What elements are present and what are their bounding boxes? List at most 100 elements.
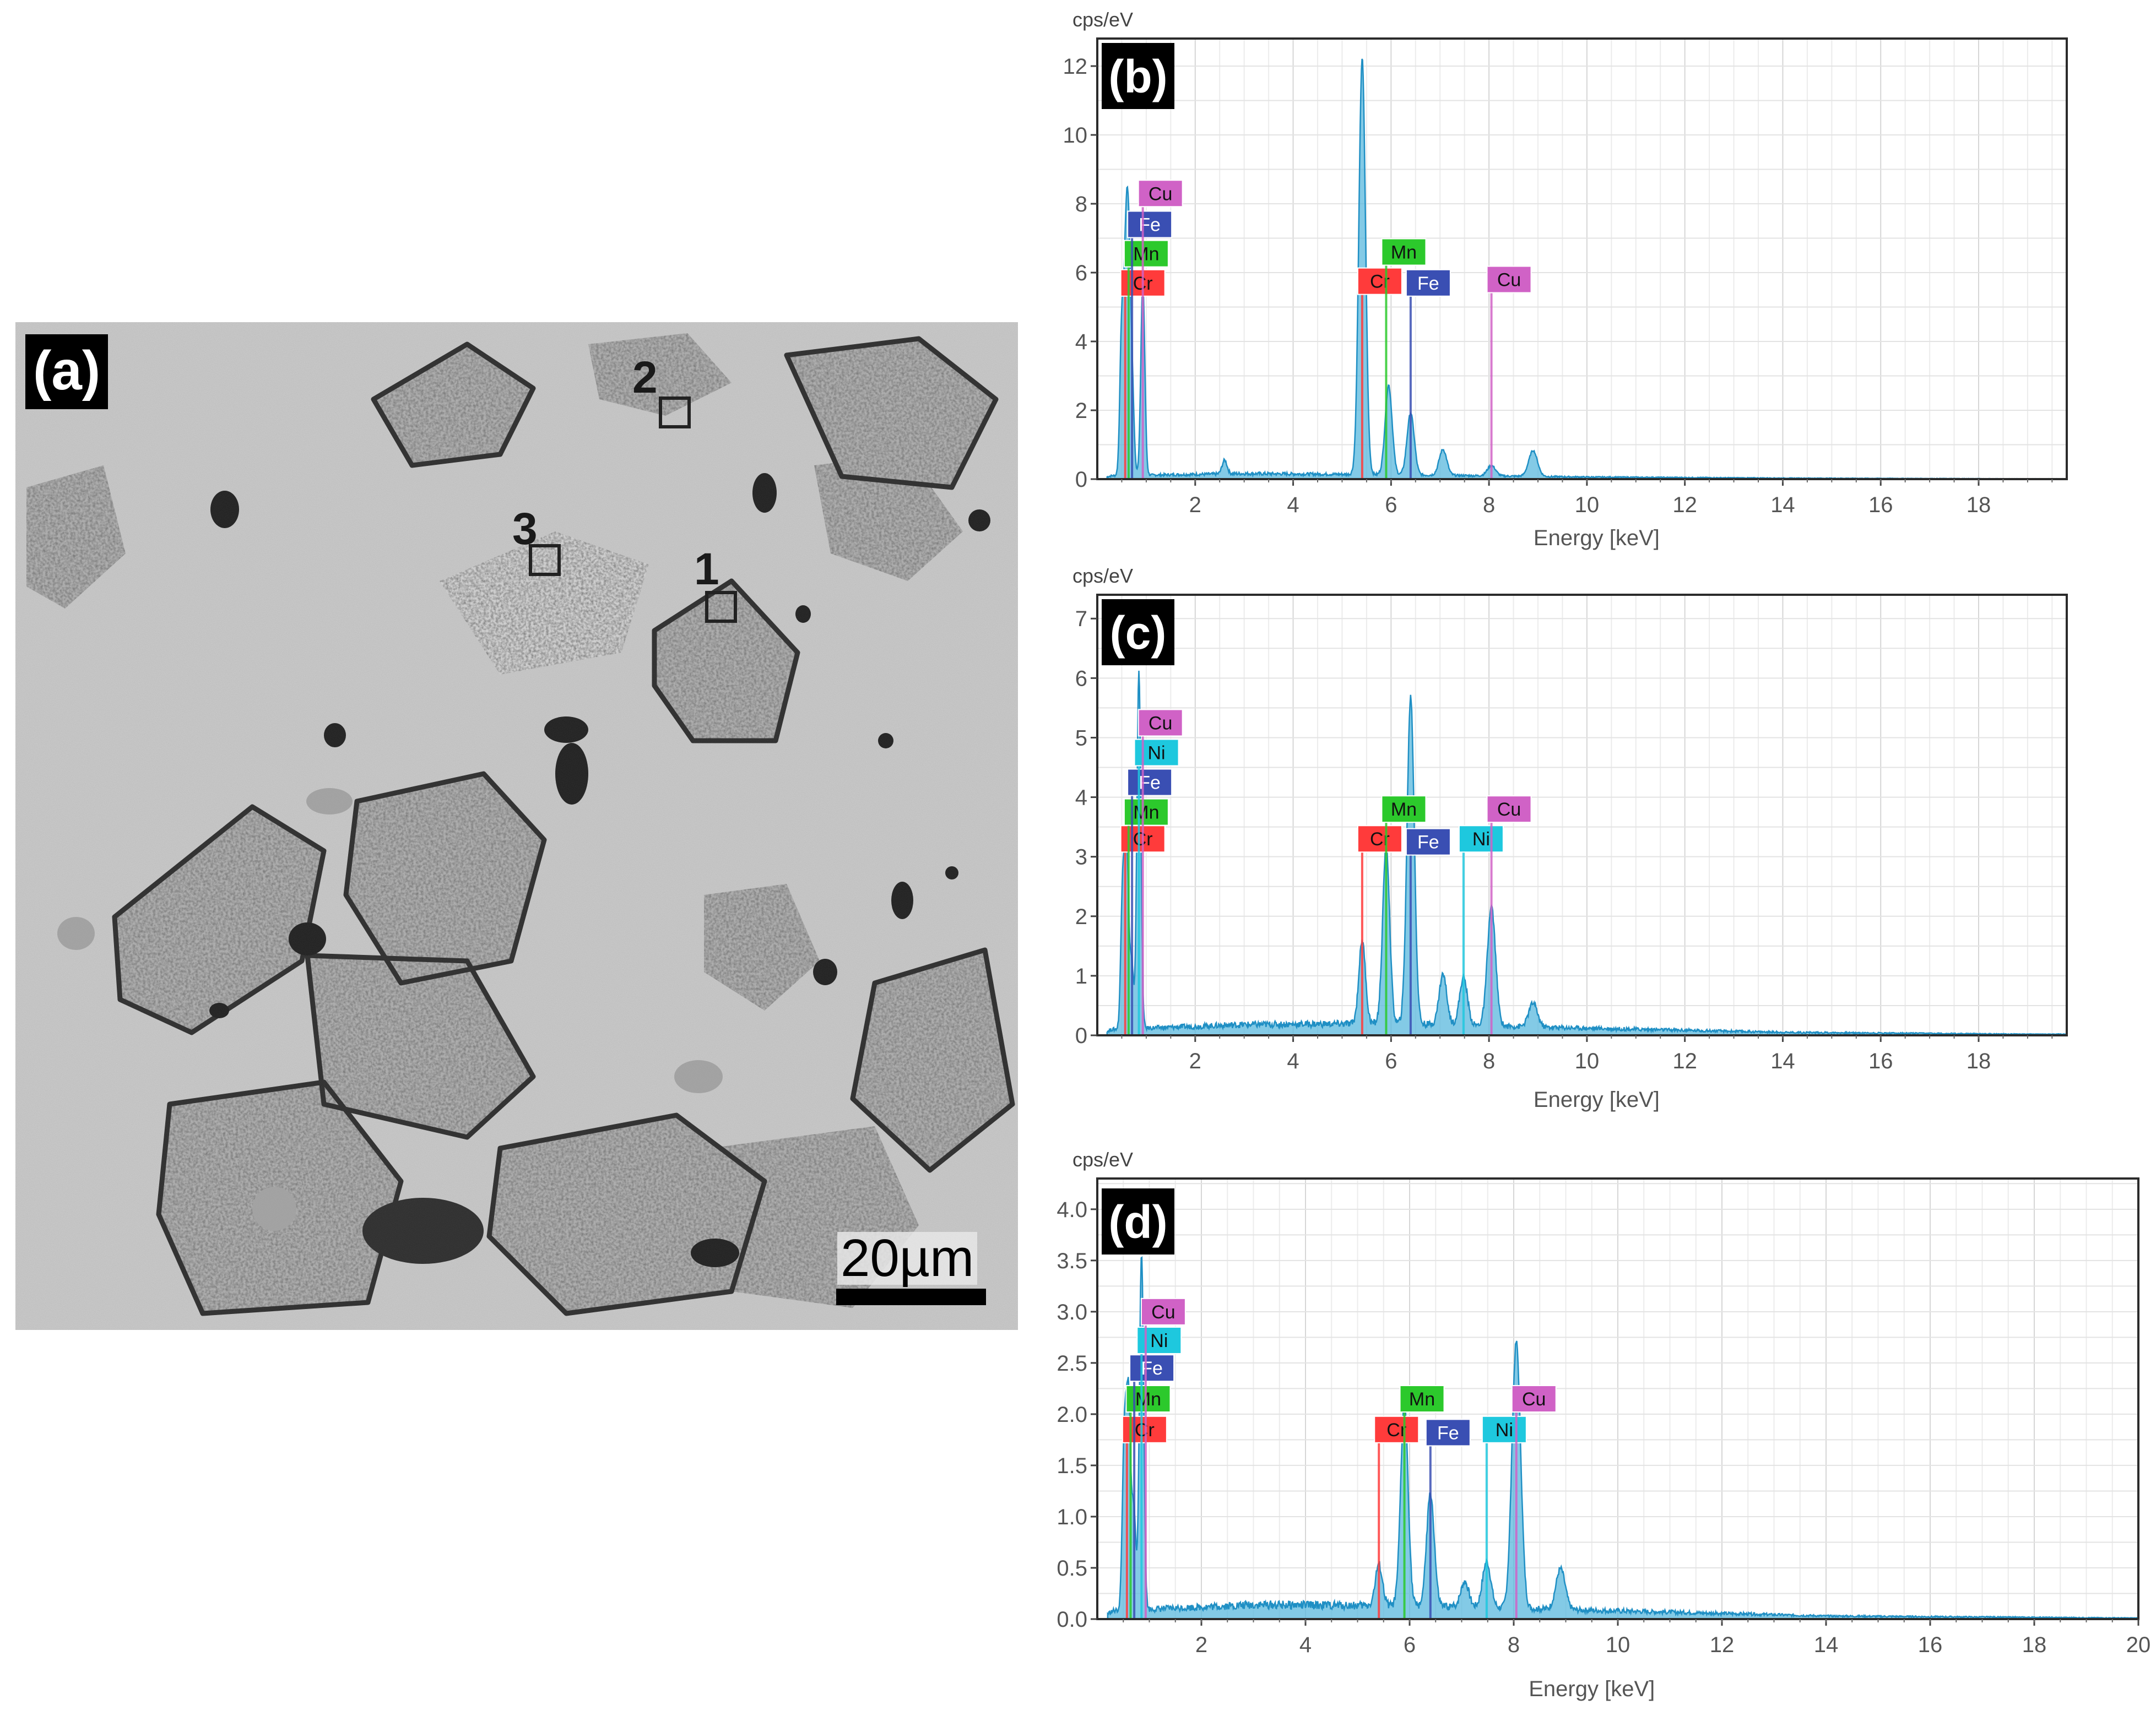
element-marker-fe: Fe xyxy=(1405,828,1451,1035)
x-tick-label: 18 xyxy=(2022,1633,2047,1657)
x-tick-label: 2 xyxy=(1189,1049,1201,1073)
panel-label-text: (d) xyxy=(1108,1196,1167,1248)
element-label-box xyxy=(1357,267,1402,295)
element-label: Mn xyxy=(1133,244,1159,265)
element-label: Cu xyxy=(1149,183,1172,204)
element-marker-mn: Mn xyxy=(1399,1385,1445,1619)
element-marker-mn: Mn xyxy=(1125,1385,1171,1619)
element-label-box xyxy=(1127,210,1173,238)
element-marker-mn: Mn xyxy=(1381,238,1427,479)
y-tick-label: 0 xyxy=(1075,468,1087,492)
element-label-box xyxy=(1458,825,1504,853)
y-tick-label: 1 xyxy=(1075,964,1087,989)
element-label-box xyxy=(1381,238,1427,266)
element-marker-cu: Cu xyxy=(1486,265,1532,479)
scale-bar xyxy=(836,1289,986,1305)
grid xyxy=(1097,595,2067,1035)
x-tick-label: 4 xyxy=(1299,1633,1312,1657)
x-axis-label: Energy [keV] xyxy=(1534,1088,1660,1112)
element-marker-ni: Ni xyxy=(1481,1415,1527,1619)
x-tick-label: 6 xyxy=(1404,1633,1416,1657)
element-label-box xyxy=(1486,265,1532,294)
axes-frame xyxy=(1096,37,2068,480)
region-label-1: 1 xyxy=(694,544,719,594)
panel-label-bg xyxy=(1102,1188,1174,1255)
element-label-box xyxy=(1137,180,1183,208)
element-label: Mn xyxy=(1133,802,1159,823)
element-label-box xyxy=(1357,825,1402,853)
y-tick-label: 3.0 xyxy=(1057,1300,1087,1324)
element-label: Fe xyxy=(1417,832,1439,853)
element-label: Cu xyxy=(1151,1302,1175,1323)
x-tick-label: 12 xyxy=(1672,1049,1697,1073)
y-tick-label: 2.5 xyxy=(1057,1351,1087,1376)
element-label: Fe xyxy=(1417,273,1439,294)
grid xyxy=(1097,1179,2138,1619)
element-marker-fe: Fe xyxy=(1129,1354,1175,1619)
element-marker-cu: Cu xyxy=(1137,180,1183,479)
y-tick-label: 4.0 xyxy=(1057,1198,1087,1222)
element-label-box xyxy=(1137,709,1183,737)
element-marker-fe: Fe xyxy=(1405,269,1451,479)
element-label-box xyxy=(1127,768,1173,796)
y-axis-unit: cps/eV xyxy=(1072,8,1133,31)
element-label: Mn xyxy=(1391,799,1417,820)
element-label: Cr xyxy=(1135,1420,1155,1441)
sem-panel-label: (a) xyxy=(25,334,109,409)
y-tick-label: 6 xyxy=(1075,261,1087,285)
panel-label: (d) xyxy=(1102,1188,1174,1255)
sem-micrograph: (a) 1 2 3 20µm xyxy=(15,322,1018,1330)
element-marker-fe: Fe xyxy=(1127,768,1173,1035)
x-tick-label: 4 xyxy=(1287,1049,1299,1073)
x-tick-label: 6 xyxy=(1385,493,1397,517)
element-label-box xyxy=(1140,1297,1186,1326)
x-axis-label: Energy [keV] xyxy=(1534,526,1660,550)
y-tick-label: 0 xyxy=(1075,1024,1087,1048)
panel-label: (b) xyxy=(1102,43,1174,109)
region-label-3: 3 xyxy=(512,504,538,554)
x-tick-label: 2 xyxy=(1189,493,1201,517)
x-tick-label: 8 xyxy=(1483,493,1495,517)
x-tick-label: 20 xyxy=(2126,1633,2151,1657)
element-label: Ni xyxy=(1150,1331,1168,1351)
element-marker-cu: Cu xyxy=(1486,795,1532,1035)
y-tick-label: 4 xyxy=(1075,330,1087,354)
x-tick-label: 4 xyxy=(1287,493,1299,517)
x-tick-label: 2 xyxy=(1195,1633,1207,1657)
element-label-box xyxy=(1381,795,1427,823)
y-tick-label: 0.5 xyxy=(1057,1556,1087,1581)
element-label: Mn xyxy=(1135,1389,1161,1410)
y-tick-label: 1.0 xyxy=(1057,1505,1087,1529)
element-label-box xyxy=(1374,1415,1420,1443)
element-marker-cu: Cu xyxy=(1140,1297,1186,1619)
axes-frame xyxy=(1096,594,2068,1036)
element-label: Mn xyxy=(1391,242,1417,263)
region-box-2 xyxy=(659,397,691,428)
x-tick-label: 16 xyxy=(1868,493,1893,517)
x-tick-label: 16 xyxy=(1868,1049,1893,1073)
x-tick-label: 16 xyxy=(1918,1633,1943,1657)
element-label: Cr xyxy=(1386,1420,1406,1441)
element-label-box xyxy=(1129,1354,1175,1382)
y-tick-label: 2 xyxy=(1075,399,1087,423)
x-tick-label: 10 xyxy=(1606,1633,1630,1657)
element-label-box xyxy=(1405,828,1451,856)
element-label-box xyxy=(1136,1326,1182,1354)
x-tick-label: 14 xyxy=(1770,493,1795,517)
element-label: Fe xyxy=(1437,1422,1459,1443)
x-axis-label: Energy [keV] xyxy=(1529,1677,1655,1701)
y-tick-label: 10 xyxy=(1063,123,1088,148)
y-tick-label: 7 xyxy=(1075,607,1087,631)
element-marker-mn: Mn xyxy=(1381,795,1427,1035)
scale-bar-label: 20µm xyxy=(837,1232,978,1285)
x-tick-label: 10 xyxy=(1575,493,1600,517)
panel-label-bg xyxy=(1102,599,1174,665)
element-label-box xyxy=(1486,795,1532,823)
x-tick-label: 12 xyxy=(1672,493,1697,517)
y-tick-label: 4 xyxy=(1075,786,1087,810)
y-tick-label: 12 xyxy=(1063,55,1088,79)
y-tick-label: 3 xyxy=(1075,845,1087,870)
element-label-box xyxy=(1405,269,1451,297)
